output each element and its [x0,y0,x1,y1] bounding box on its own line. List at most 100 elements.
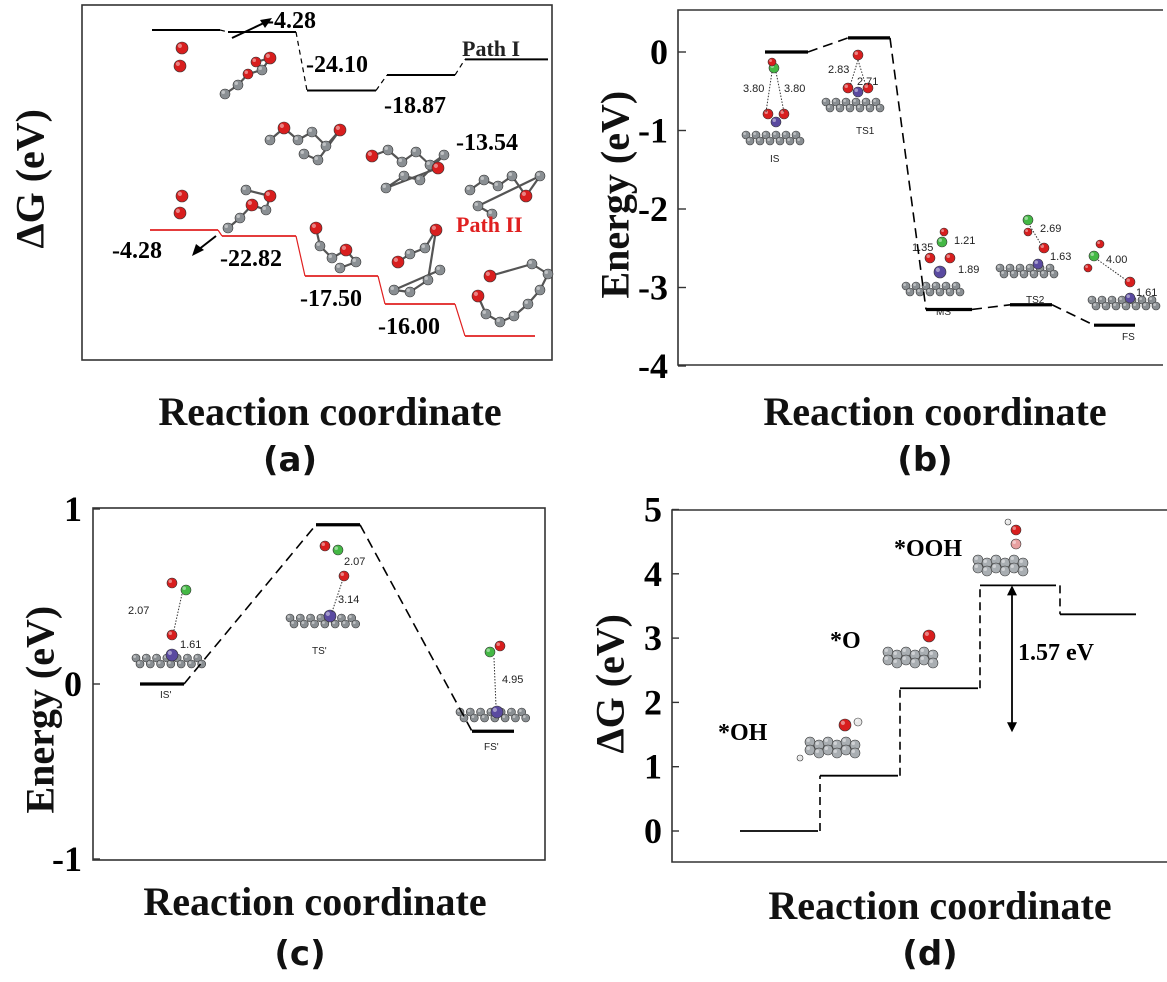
atom-highlight [777,138,780,141]
carbon-atom [389,285,399,295]
green-atom [181,585,191,595]
panel-a-molecule-images [174,42,553,327]
oxygen-atom [320,541,330,551]
atom-highlight [341,573,345,577]
atom-highlight [807,747,811,751]
atom-highlight [266,192,270,196]
carbon-atom [1018,566,1028,576]
atom-highlight [984,560,988,564]
atom-highlight [178,192,182,196]
oxygen-atom [278,122,290,134]
state-label-IS': IS' [160,690,171,701]
atom-highlight [757,138,760,141]
carbon-atom [293,135,303,145]
carbon-atom [527,259,537,269]
bond-length-label: 1.61 [180,639,201,651]
atom-highlight [481,177,485,181]
atom-highlight [169,580,173,584]
atom-highlight [168,651,172,655]
carbon-atom [841,745,851,755]
atom-highlight [852,750,856,754]
atom-highlight [353,621,356,624]
atom-highlight [502,715,505,718]
carbon-atom [746,137,754,145]
carbon-atom [823,745,833,755]
atom-highlight [315,157,319,161]
carbon-atom [1132,302,1140,310]
oxygen-atom [334,124,346,136]
state-label-TS': TS' [312,646,327,657]
atom-highlight [825,739,829,743]
atom-highlight [425,277,429,281]
atom-highlight [1002,560,1006,564]
bond-length-label: 4.95 [502,674,523,686]
carbon-atom [866,104,874,112]
bond-length-label: 3.80 [784,83,805,95]
carbon-atom [910,658,920,668]
state-label-TS1: TS1 [856,126,875,137]
carbon-atom [481,714,489,722]
atom-highlight [903,649,907,653]
atom-highlight [189,661,192,664]
atom-highlight [537,287,541,291]
oxygen-atom [1125,277,1135,287]
carbon-atom [327,253,337,263]
atom-highlight [1001,271,1004,274]
atom-highlight [349,615,352,618]
atom-highlight [486,272,490,276]
atom-highlight [845,85,849,89]
atom-highlight [497,643,501,647]
atom-highlight [927,255,931,259]
oxygen-atom [520,190,532,202]
MS-sheet [902,282,964,296]
carbon-atom [341,620,349,628]
panel-c-energy-levels [140,525,514,732]
bond-length-label: 2.07 [344,556,365,568]
carbon-atom [439,150,449,160]
atom-highlight [178,661,181,664]
path2-connector [455,304,465,336]
path1-value-label: -24.10 [306,52,368,78]
atom-highlight [368,152,372,156]
oxygen-atom [176,42,188,54]
atom-highlight [509,709,512,712]
atom-highlight [337,265,341,269]
carbon-atom [1122,302,1130,310]
carbon-atom [352,620,360,628]
oxygen-atom [1084,264,1092,272]
atom-highlight [399,159,403,163]
atom-highlight [984,568,988,572]
carbon-atom [1010,270,1018,278]
atom-highlight [1013,527,1017,531]
atom-highlight [1047,265,1050,268]
atom-highlight [158,661,161,664]
atom-highlight [185,655,188,658]
atom-highlight [1085,265,1088,268]
atom-highlight [434,164,438,168]
atom-highlight [178,44,182,48]
atom-highlight [474,292,478,296]
path1-value-label: -18.87 [384,93,446,119]
atom-highlight [471,715,474,718]
panel-a: ΔG (eV) -4.28 -24.10 -18.87 -13.54 -4.28 -22.… [0,0,560,480]
carbon-atom [465,185,475,195]
atom-highlight [847,105,850,108]
path2-connector [378,276,385,304]
oxygen-atom [246,199,258,211]
OOH-adsorbate-sheet [973,555,1028,576]
atom-highlight [301,621,304,624]
path1-value-label: -4.28 [266,8,316,34]
atom-highlight [1017,265,1020,268]
carbon-atom [876,104,884,112]
atom-highlight [529,261,533,265]
oxygen-atom [472,290,484,302]
panel-d-plot: 012345 1.57 eV*OH*O*OOH [560,490,1167,880]
oxygen-atom [945,253,955,263]
atom-highlight [1133,303,1136,306]
atom-highlight [427,162,431,166]
carbon-atom [928,658,938,668]
carbon-atom [235,213,245,223]
atom-highlight [259,67,263,71]
carbon-atom [307,127,317,137]
panel-b-xlabel: Reaction coordinate [715,388,1155,435]
